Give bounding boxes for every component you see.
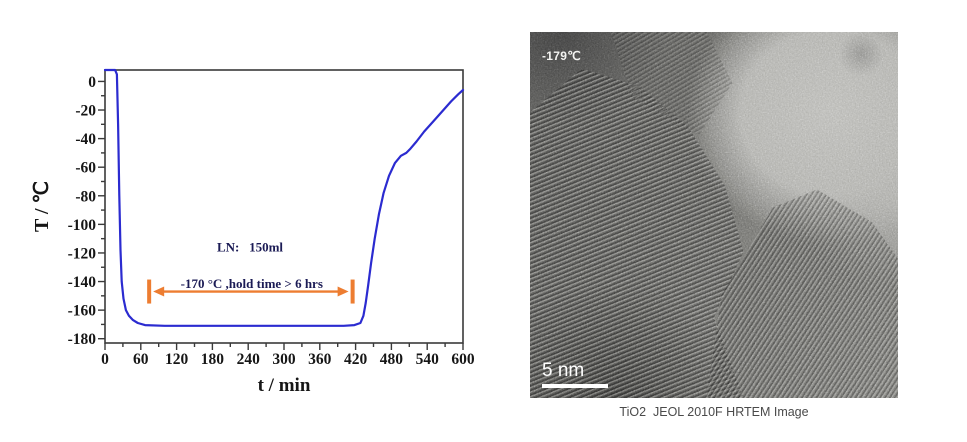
x-tick-labels: 0 60 120 180 240 300 360 420 480 540 600	[101, 351, 475, 368]
svg-text:-100: -100	[68, 217, 97, 234]
hrtem-panel: -179℃ 5 nm TiO2 JEOL 2010F HRTEM Image	[530, 32, 898, 419]
svg-text:240: 240	[237, 351, 261, 368]
svg-text:180: 180	[201, 351, 225, 368]
svg-text:420: 420	[344, 351, 368, 368]
svg-text:0: 0	[101, 351, 109, 368]
axis-ticks	[98, 80, 464, 350]
hold-time-label: -170 °C ,hold time > 6 hrs	[181, 276, 323, 291]
tem-temperature-label: -179℃	[542, 49, 581, 63]
svg-text:-160: -160	[68, 303, 97, 320]
svg-text:-180: -180	[68, 331, 97, 348]
svg-text:0: 0	[88, 74, 96, 91]
grain-noise-overlay-2	[530, 32, 898, 398]
svg-text:360: 360	[308, 351, 332, 368]
svg-text:540: 540	[416, 351, 440, 368]
svg-text:-40: -40	[75, 131, 96, 148]
svg-text:300: 300	[272, 351, 296, 368]
x-axis-title: t / min	[258, 375, 311, 396]
svg-text:600: 600	[451, 351, 475, 368]
temperature-curve	[103, 68, 465, 327]
arrowhead-left-icon	[153, 286, 165, 297]
svg-text:-120: -120	[68, 245, 97, 262]
svg-text:-80: -80	[75, 188, 96, 205]
arrow-right-endcap	[350, 279, 355, 304]
svg-text:120: 120	[165, 351, 189, 368]
scale-bar-label: 5 nm	[542, 360, 585, 381]
svg-text:480: 480	[380, 351, 404, 368]
svg-text:-60: -60	[75, 160, 96, 177]
arrowhead-right-icon	[337, 286, 349, 297]
ln-volume-label: LN: 150ml	[217, 240, 283, 255]
svg-text:-140: -140	[68, 274, 97, 291]
y-axis-title: T / ℃	[31, 181, 53, 232]
scale-bar: 5 nm	[542, 360, 608, 388]
cooling-curve-chart: 0 60 120 180 240 300 360 420 480 540 600 0 -20 -40 -60…	[31, 68, 475, 396]
arrow-left-endcap	[147, 279, 152, 304]
svg-text:60: 60	[133, 351, 149, 368]
hrtem-micrograph: -179℃ 5 nm	[530, 32, 898, 398]
scale-bar-line	[542, 384, 608, 388]
tem-caption: TiO2 JEOL 2010F HRTEM Image	[619, 405, 809, 419]
y-tick-labels: 0 -20 -40 -60 -80 -100 -120 -140 -160 -180	[68, 74, 97, 348]
hold-time-annotation	[147, 279, 355, 304]
chart-svg: 0 60 120 180 240 300 360 420 480 540 600 0 -20 -40 -60…	[31, 68, 475, 396]
svg-text:-20: -20	[75, 103, 96, 120]
plot-frame	[104, 69, 464, 344]
